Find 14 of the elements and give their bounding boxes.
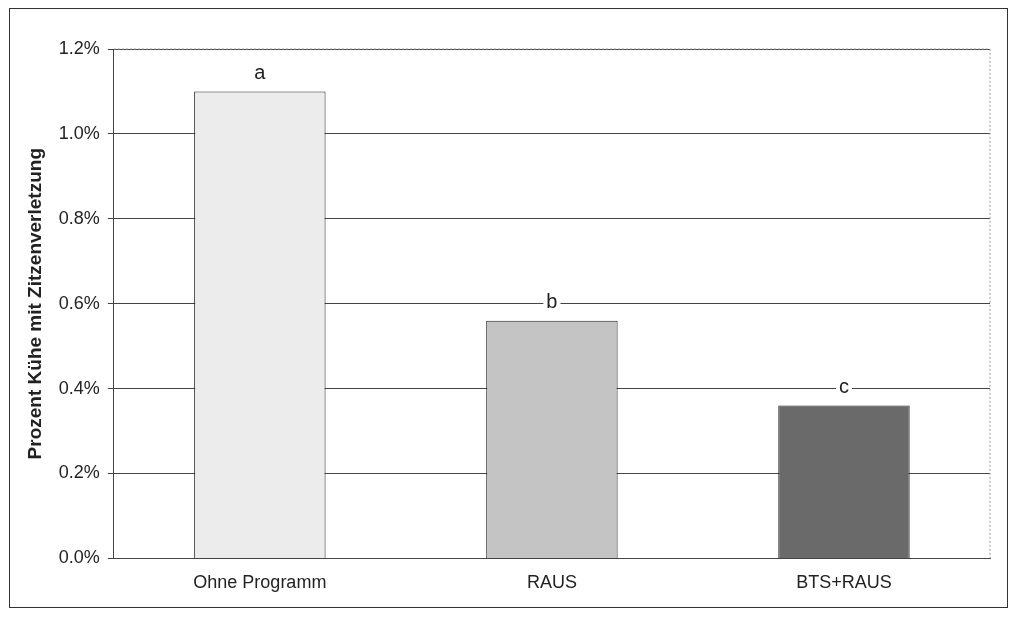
annotation: a — [254, 60, 267, 83]
y-tick-label: 0.0% — [58, 547, 100, 568]
annotation: b — [546, 290, 558, 313]
y-tick-label: 0.4% — [58, 377, 100, 398]
x-tick-label: RAUS — [526, 572, 577, 593]
y-tick-label: 0.8% — [58, 207, 100, 228]
y-axis-title: Prozent Kühe mit Zitzenverletzung — [23, 147, 45, 460]
x-tick-label: Ohne Programm — [193, 572, 327, 593]
y-tick-label: 1.2% — [58, 37, 100, 58]
x-tick-label: BTS+RAUS — [796, 572, 892, 593]
y-tick-label: 0.6% — [58, 292, 100, 313]
annotation: c — [838, 375, 849, 398]
y-tick-label: 0.2% — [58, 462, 100, 483]
y-tick-label: 1.0% — [58, 122, 100, 143]
